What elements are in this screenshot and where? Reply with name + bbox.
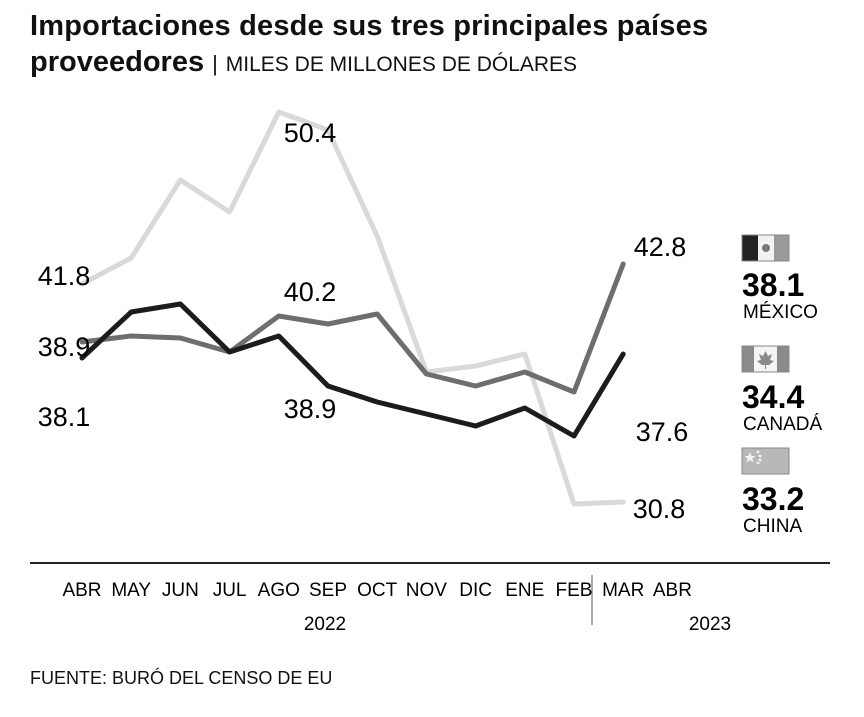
china-low-label: 30.8 bbox=[633, 494, 686, 524]
x-tick-label: MAR bbox=[602, 580, 644, 601]
x-tick-label: SEP bbox=[309, 580, 347, 601]
legend-canada: 34.4 CANADÁ bbox=[741, 345, 823, 435]
legend-china-value: 33.2 bbox=[742, 481, 804, 517]
x-tick-label: MAY bbox=[111, 580, 151, 601]
mexico-flag-icon bbox=[741, 234, 790, 262]
source-note: FUENTE: BURÓ DEL CENSO DE EU bbox=[30, 668, 333, 688]
legend-mexico-value: 38.1 bbox=[742, 267, 804, 303]
units-label: MILES DE MILLONES DE DÓLARES bbox=[225, 53, 578, 76]
series-line-mexico bbox=[79, 301, 626, 439]
legend-canada-label: CANADÁ bbox=[743, 414, 823, 435]
chart-subtitle: proveedores | MILES DE MILLONES DE DÓLARES bbox=[30, 44, 577, 83]
x-tick-label: ABR bbox=[653, 580, 692, 601]
legend-china-label: CHINA bbox=[743, 516, 802, 537]
year-label-2022: 2022 bbox=[304, 614, 346, 635]
x-tick-label: ABR bbox=[62, 580, 101, 601]
legend-canada-value: 34.4 bbox=[742, 379, 804, 415]
series-line-china bbox=[79, 109, 626, 507]
x-tick-label: NOV bbox=[406, 580, 448, 601]
canada-aug-label: 40.2 bbox=[284, 277, 337, 307]
mexico-aug-label: 38.9 bbox=[284, 394, 337, 424]
x-tick-label: JUL bbox=[213, 580, 247, 601]
series-line-canada bbox=[79, 261, 626, 395]
chart-title: Importaciones desde sus tres principales… bbox=[30, 10, 709, 42]
x-tick-label: AGO bbox=[258, 580, 300, 601]
title-bold-word: proveedores bbox=[30, 46, 205, 78]
china-flag-icon bbox=[741, 447, 790, 475]
title-separator: | bbox=[212, 51, 218, 76]
line-chart: ABR MAY JUN JUL AGO SEP OCT NOV DIC ENE FEB MAR ABR … bbox=[30, 109, 830, 635]
x-tick-label: ENE bbox=[505, 580, 544, 601]
legend-mexico: 38.1 MÉXICO bbox=[741, 234, 818, 323]
china-start-label: 41.8 bbox=[38, 261, 91, 291]
x-tick-label: FEB bbox=[556, 580, 593, 601]
china-mar-label: 37.6 bbox=[636, 417, 689, 447]
legend-china: 33.2 CHINA bbox=[741, 447, 804, 537]
legend-mexico-label: MÉXICO bbox=[743, 302, 818, 323]
canada-start-label: 38.9 bbox=[38, 332, 91, 362]
x-tick-label: JUN bbox=[162, 580, 199, 601]
x-tick-label: DIC bbox=[459, 580, 492, 601]
mexico-start-label: 38.1 bbox=[38, 402, 91, 432]
china-peak-label: 50.4 bbox=[284, 118, 337, 148]
year-label-2023: 2023 bbox=[689, 614, 731, 635]
canada-flag-icon bbox=[741, 345, 790, 373]
x-tick-label: OCT bbox=[357, 580, 398, 601]
canada-peak-label: 42.8 bbox=[634, 232, 687, 262]
